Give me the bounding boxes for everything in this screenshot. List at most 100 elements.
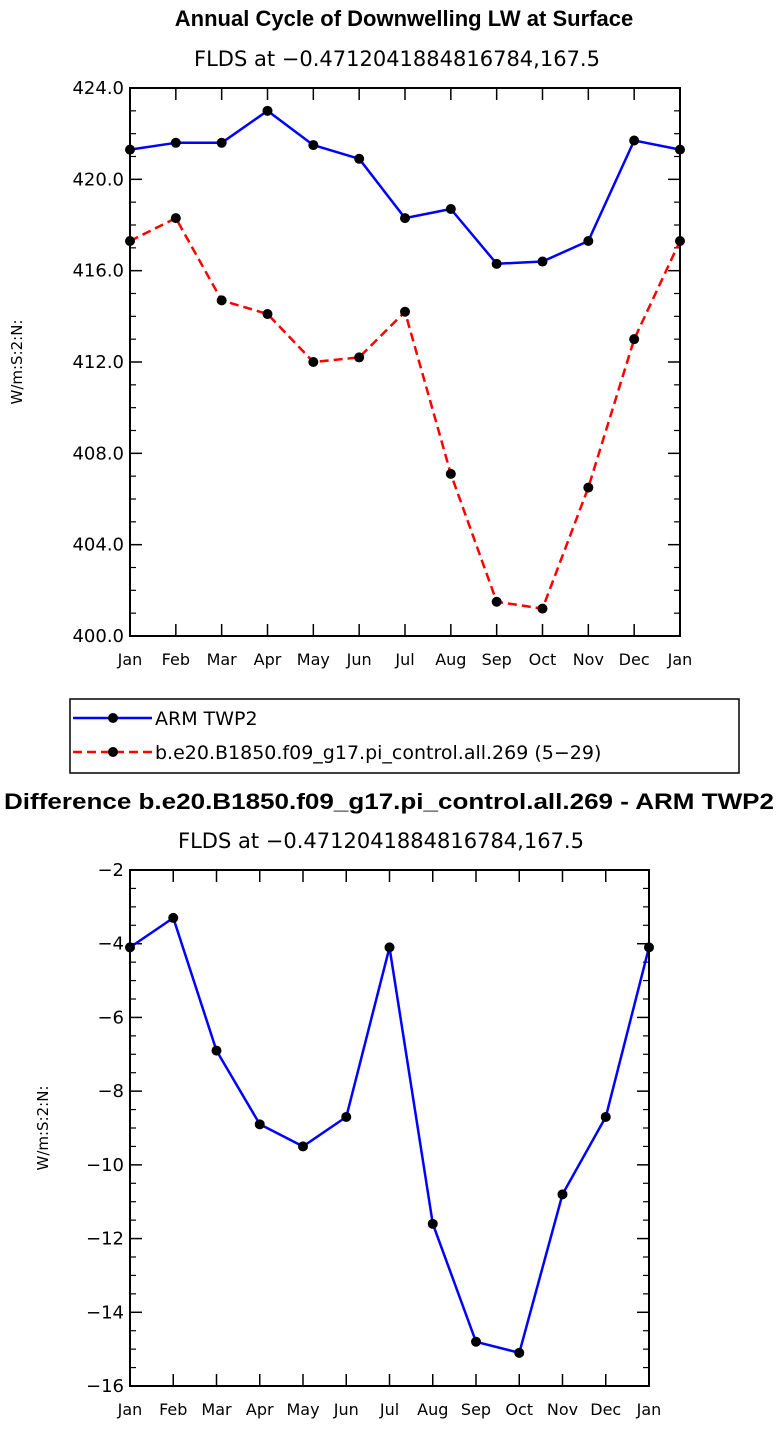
c1-series-0-point	[537, 256, 548, 267]
c1-series-0-point	[583, 235, 594, 246]
c2-xtick-label: Nov	[547, 1400, 578, 1419]
chart1-y-tick-labels: 400.0 404.0 408.0 412.0 416.0 420.0 424.0	[72, 78, 124, 647]
chart2-title: Difference b.e20.B1850.f09_g17.pi_contro…	[4, 789, 774, 814]
c2-xtick-label: Aug	[417, 1400, 448, 1419]
c1-ytick-label: 424.0	[72, 78, 124, 99]
c2-series-0-point	[600, 1111, 611, 1122]
c1-xtick-label: Oct	[529, 650, 557, 669]
c2-xtick-label: May	[286, 1400, 319, 1419]
legend-box	[69, 698, 740, 774]
chart2-x-tick-labels: Jan Feb Mar Apr May Jun Jul Aug Sep Oct Nov Dec Jan	[117, 1400, 662, 1419]
chart1-series	[125, 105, 685, 614]
difference-chart: Difference b.e20.B1850.f09_g17.pi_contro…	[4, 789, 774, 1419]
c1-series-1-point	[629, 334, 640, 345]
c2-ytick-label: −4	[97, 934, 124, 955]
chart2-y-tick-labels: −16 −14 −12 −10 −8 −6 −4 −2	[86, 860, 124, 1397]
c2-xtick-label: Apr	[246, 1400, 274, 1419]
c1-series-0-point	[308, 140, 319, 151]
c2-xtick-label: Jul	[379, 1400, 399, 1419]
c1-ytick-label: 408.0	[72, 443, 124, 464]
c1-series-1-point	[400, 306, 410, 317]
c2-ytick-label: −12	[86, 1229, 124, 1250]
c2-ytick-label: −10	[86, 1155, 124, 1176]
c2-xtick-label: Dec	[590, 1400, 621, 1419]
chart1-legend: ARM TWP2 b.e20.B1850.f09_g17.pi_control.…	[69, 698, 740, 774]
c2-series-0-point	[254, 1119, 265, 1130]
c1-xtick-label: May	[297, 650, 330, 669]
c1-series-1-point	[308, 357, 319, 367]
c1-series-1-point	[354, 352, 365, 363]
chart2-y-axis-label: W/m:S:2:N:	[34, 1086, 52, 1171]
c1-xtick-label: Jul	[394, 650, 414, 669]
c1-series-0-point	[216, 137, 227, 148]
chart1-tick-marks	[129, 87, 681, 637]
c2-series-0-point	[168, 912, 179, 923]
c1-series-1-point	[491, 596, 502, 607]
chart1-y-axis-label: W/m:S:2:N:	[8, 320, 26, 405]
c2-series-0-point	[298, 1141, 308, 1152]
c1-xtick-label: Jun	[346, 650, 372, 669]
c1-series-1-point	[445, 468, 456, 479]
c2-series-0-point	[471, 1336, 481, 1347]
c1-series-1-point	[537, 603, 548, 614]
c2-series-0-point	[557, 1189, 568, 1200]
c1-xtick-label: Mar	[207, 650, 238, 669]
c1-xtick-label: Nov	[573, 650, 604, 669]
legend-label-arm: ARM TWP2	[155, 708, 258, 730]
c2-xtick-label: Mar	[201, 1400, 232, 1419]
c1-xtick-label: Feb	[162, 650, 190, 669]
chart1-x-tick-labels: Jan Feb Mar Apr May Jun Jul Aug Sep Oct Nov Dec Jan	[117, 650, 693, 669]
legend-label-model: b.e20.B1850.f09_g17.pi_control.all.269 (…	[155, 742, 601, 764]
c1-series-0-point	[354, 153, 365, 164]
c2-series-0-point	[514, 1347, 525, 1358]
c1-series-1-point	[170, 213, 181, 224]
c1-series-0-point	[629, 135, 640, 146]
c2-xtick-label: Jan	[117, 1400, 143, 1419]
c1-series-1-line	[129, 216, 682, 610]
c1-xtick-label: Aug	[435, 650, 466, 669]
c2-ytick-label: −6	[97, 1007, 124, 1028]
c2-series-0-point	[427, 1218, 438, 1229]
c1-ytick-label: 420.0	[72, 169, 124, 190]
c1-ytick-label: 416.0	[72, 261, 124, 282]
c1-series-0-point	[400, 213, 410, 224]
c1-xtick-label: Dec	[619, 650, 650, 669]
c2-xtick-label: Feb	[159, 1400, 187, 1419]
c1-series-0-point	[170, 137, 181, 148]
c2-xtick-label: Jan	[636, 1400, 662, 1419]
annual-cycle-chart: Annual Cycle of Downwelling LW at Surfac…	[8, 6, 692, 669]
c2-xtick-label: Jun	[333, 1400, 359, 1419]
c1-series-0-point	[445, 204, 456, 215]
chart2-series	[125, 912, 654, 1358]
chart2-subtitle: FLDS at −0.4712041884816784,167.5	[178, 829, 584, 853]
c1-xtick-label: Apr	[254, 650, 282, 669]
c2-xtick-label: Sep	[461, 1400, 491, 1419]
c1-xtick-label: Sep	[482, 650, 512, 669]
c1-xtick-label: Jan	[667, 650, 693, 669]
c2-series-0-line	[129, 916, 651, 1355]
c1-series-1-point	[216, 295, 227, 306]
legend-marker-model	[108, 747, 118, 757]
c2-series-0-point	[211, 1045, 222, 1056]
c2-xtick-label: Oct	[505, 1400, 533, 1419]
c2-ytick-label: −8	[97, 1081, 124, 1102]
c1-series-0-point	[262, 105, 273, 116]
c2-ytick-label: −14	[86, 1302, 124, 1323]
chart1-subtitle: FLDS at −0.4712041884816784,167.5	[194, 47, 600, 71]
c2-ytick-label: −16	[86, 1376, 124, 1397]
c1-series-0-point	[491, 258, 502, 269]
chart1-plot-frame	[129, 87, 681, 637]
c1-series-1-point	[262, 309, 273, 320]
c2-series-0-point	[384, 942, 395, 953]
c2-series-0-point	[341, 1111, 352, 1122]
chart1-title: Annual Cycle of Downwelling LW at Surfac…	[175, 6, 633, 31]
c1-ytick-label: 412.0	[72, 352, 124, 373]
c1-ytick-label: 404.0	[72, 535, 124, 556]
chart2-plot-frame	[129, 869, 650, 1387]
c1-ytick-label: 400.0	[72, 626, 124, 647]
legend-marker-arm	[108, 713, 118, 723]
c2-ytick-label: −2	[97, 860, 124, 881]
c1-series-0-line	[129, 109, 681, 266]
c1-series-1-point	[583, 482, 594, 493]
